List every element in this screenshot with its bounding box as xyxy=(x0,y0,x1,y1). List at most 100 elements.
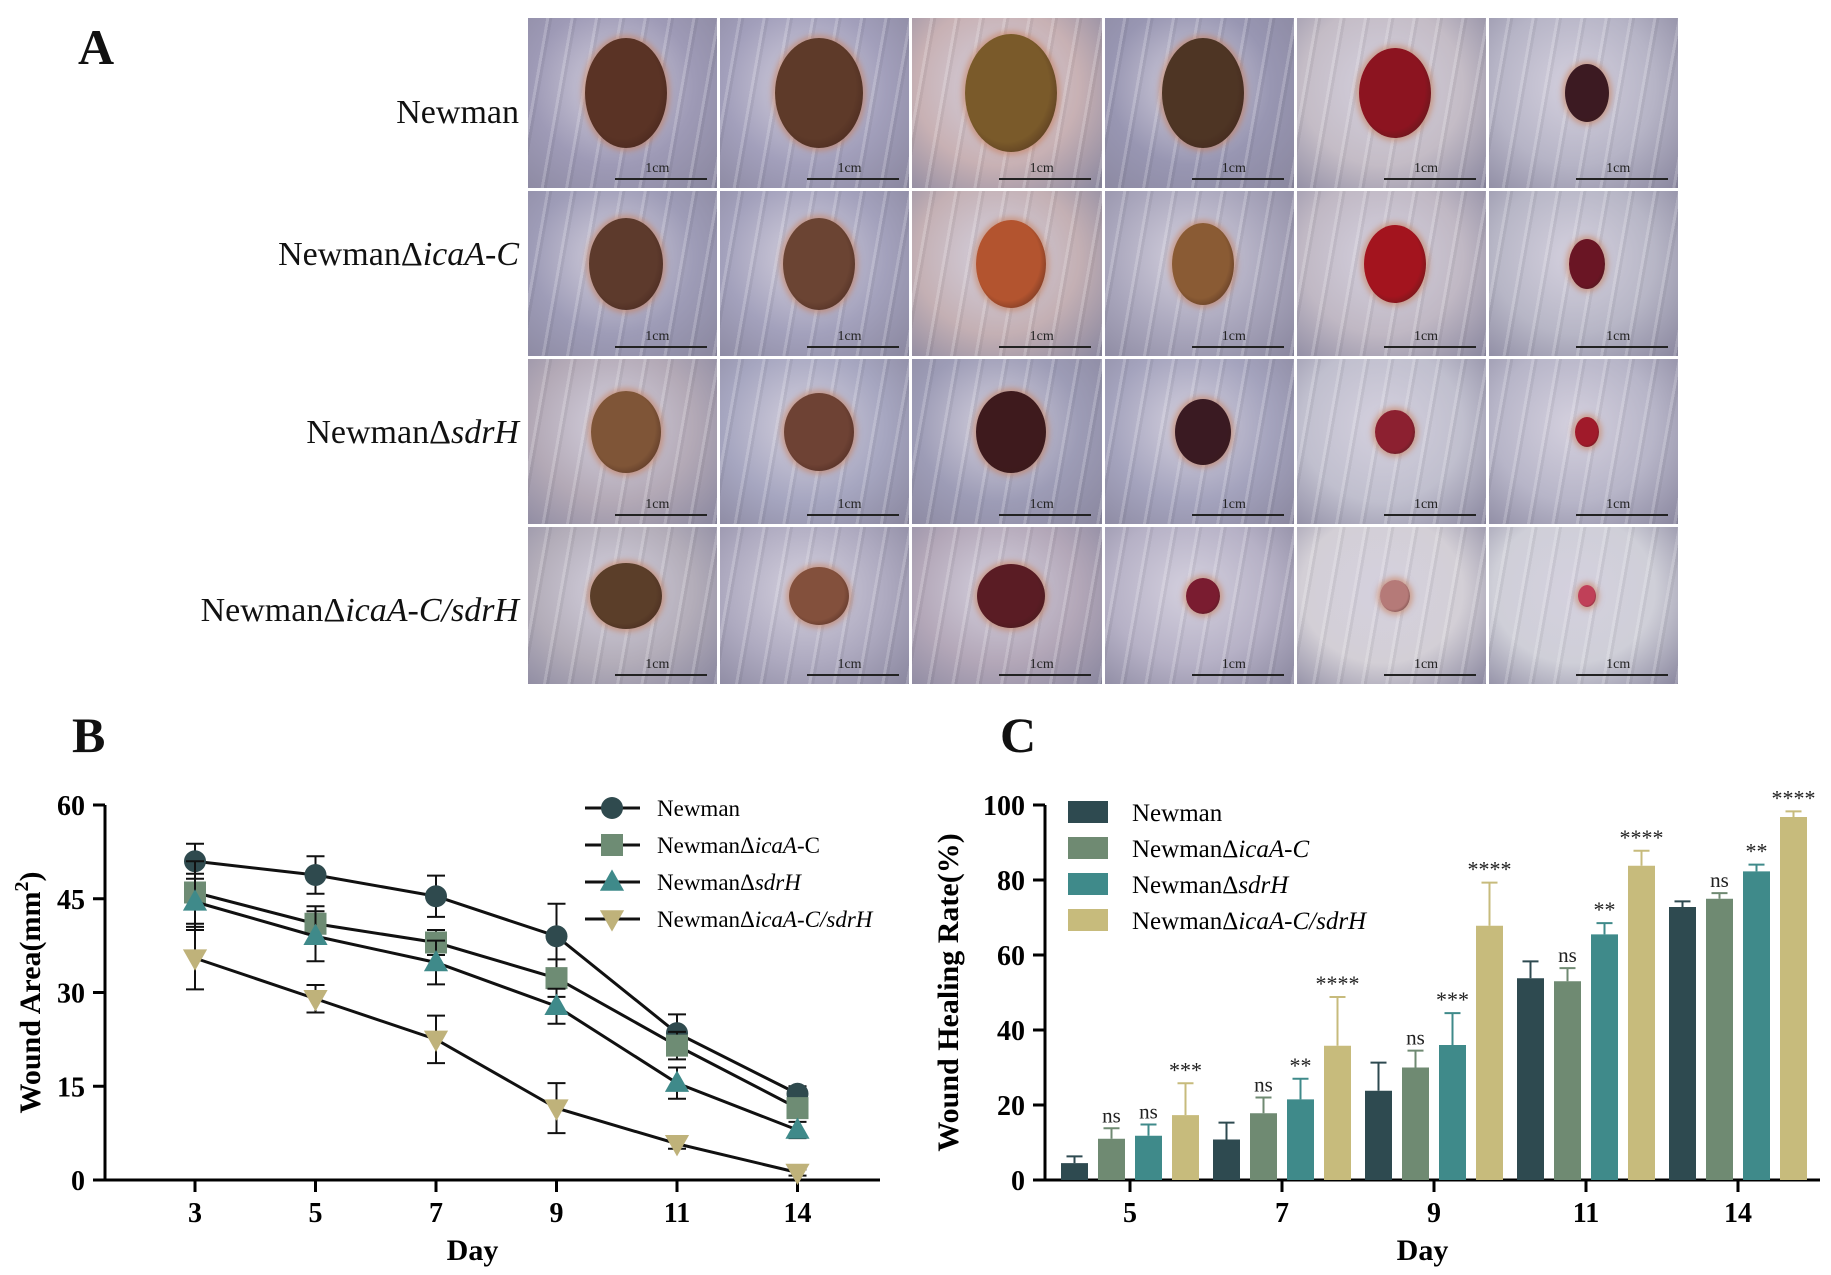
scale-bar-label: 1cm xyxy=(1413,161,1439,176)
significance-label: *** xyxy=(1169,1057,1202,1082)
wound-photo-r3-c1: 1cm xyxy=(528,359,718,524)
bar xyxy=(1439,1045,1466,1180)
data-point xyxy=(182,889,208,911)
wound-lesion xyxy=(1364,224,1427,303)
wound-lesion xyxy=(1565,63,1610,122)
data-point xyxy=(425,885,447,908)
bar xyxy=(1780,817,1807,1180)
y-tick-label: 40 xyxy=(997,1016,1025,1047)
scale-bar xyxy=(1575,514,1668,516)
scale-bar-label: 1cm xyxy=(1221,329,1246,344)
data-point xyxy=(544,1099,569,1121)
legend-label: Newman xyxy=(657,796,741,821)
scale-bar-label: 1cm xyxy=(1221,497,1246,512)
scale-bar xyxy=(1191,346,1284,348)
scale-bar xyxy=(1191,674,1284,676)
significance-label: **** xyxy=(1620,825,1664,850)
wound-photo-r2-c4: 1cm xyxy=(1104,191,1294,356)
wound-lesion xyxy=(1569,238,1606,289)
wound-lesion xyxy=(1174,398,1231,465)
legend-marker xyxy=(599,869,625,891)
y-tick-label: 100 xyxy=(983,791,1025,822)
x-axis-title: Day xyxy=(1397,1234,1449,1267)
wound-lesion xyxy=(585,37,668,148)
scale-bar xyxy=(1383,674,1476,676)
scale-bar-label: 1cm xyxy=(1413,657,1439,672)
y-axis-title: Wound Area(mm2) xyxy=(11,872,47,1114)
data-point xyxy=(664,1134,690,1157)
data-point xyxy=(785,1163,810,1186)
legend-marker xyxy=(599,910,625,932)
x-tick-label: 14 xyxy=(784,1198,812,1229)
scale-bar xyxy=(1191,178,1284,180)
y-tick-label: 60 xyxy=(57,791,85,822)
x-tick-label: 3 xyxy=(188,1198,202,1229)
scale-bar xyxy=(807,674,900,676)
wound-lesion xyxy=(1578,585,1597,608)
wound-lesion xyxy=(1575,416,1600,447)
scale-bar-label: 1cm xyxy=(1029,329,1054,344)
significance-label: ns xyxy=(1254,1073,1273,1097)
x-tick-label: 9 xyxy=(550,1198,564,1229)
bar xyxy=(1669,907,1696,1180)
bar xyxy=(1135,1135,1162,1180)
significance-label: *** xyxy=(1436,987,1469,1012)
wound-photo-r4-c6: 1cm xyxy=(1488,527,1678,684)
legend-label: NewmanΔsdrH xyxy=(1132,872,1290,899)
legend-swatch xyxy=(1068,909,1108,931)
wound-photo-r1-c5: 1cm xyxy=(1296,18,1486,188)
scale-bar xyxy=(807,178,900,180)
wound-photo-grid: 1cm 1cm 1cm 1cm 1cm 1cm 1cm 1cm 1cm 1cm 1cm 1cm 1cm 1… xyxy=(528,18,1678,684)
significance-label: ns xyxy=(1139,1100,1158,1124)
scale-bar-label: 1cm xyxy=(645,657,670,672)
wound-lesion xyxy=(976,564,1045,629)
data-point xyxy=(303,989,328,1012)
wound-area-line-chart: 0 15 30 45 60 3 5 7 9 11 14 Day Wound Area(mm2) Newma… xyxy=(11,791,880,1267)
wound-lesion xyxy=(589,217,664,310)
y-tick-label: 60 xyxy=(997,941,1025,972)
wound-photo-r1-c4: 1cm xyxy=(1104,18,1294,188)
scale-bar-label: 1cm xyxy=(645,497,670,512)
significance-label: ns xyxy=(1102,1103,1121,1127)
legend-label: Newman xyxy=(1132,800,1223,827)
y-axis-title: Wound Healing Rate(%) xyxy=(932,833,965,1151)
significance-label: ** xyxy=(1746,839,1768,864)
scale-bar-label: 1cm xyxy=(837,657,862,672)
wound-photo-r3-c2: 1cm xyxy=(720,359,910,524)
y-tick-label: 45 xyxy=(57,885,85,916)
scale-bar xyxy=(1383,346,1476,348)
wound-lesion xyxy=(1380,580,1411,613)
wound-photo-r4-c4: 1cm xyxy=(1104,527,1294,684)
wound-lesion xyxy=(783,392,854,471)
wound-photo-r4-c2: 1cm xyxy=(720,527,910,684)
row-label-newman-icaA-C: NewmanΔicaA-C xyxy=(278,236,519,273)
wound-lesion xyxy=(975,219,1046,308)
bar xyxy=(1172,1115,1199,1180)
x-tick-label: 7 xyxy=(429,1198,443,1229)
x-tick-label: 5 xyxy=(309,1198,323,1229)
scale-bar xyxy=(1383,514,1476,516)
scale-bar xyxy=(999,514,1092,516)
legend-label: NewmanΔicaA-C xyxy=(657,833,820,858)
scale-bar xyxy=(1575,674,1668,676)
scale-bar-label: 1cm xyxy=(837,329,862,344)
significance-label: **** xyxy=(1468,857,1512,882)
wound-photo-r2-c1: 1cm xyxy=(528,191,718,356)
wound-photo-r1-c2: 1cm xyxy=(720,18,910,188)
wound-photo-r3-c4: 1cm xyxy=(1104,359,1294,524)
scale-bar-label: 1cm xyxy=(1029,161,1054,176)
scale-bar xyxy=(615,178,707,180)
legend-label: NewmanΔsdrH xyxy=(657,870,802,895)
scale-bar xyxy=(615,514,707,516)
scale-bar-label: 1cm xyxy=(837,161,862,176)
wound-lesion xyxy=(1161,37,1244,148)
bar xyxy=(1706,898,1733,1180)
series-4 xyxy=(182,925,810,1186)
data-point xyxy=(786,1097,809,1120)
row-label-newman-icaA-C-sdrH: NewmanΔicaA-C/sdrH xyxy=(200,592,519,629)
scale-bar xyxy=(1191,514,1284,516)
scale-bar-label: 1cm xyxy=(1606,161,1631,176)
wound-lesion xyxy=(1171,222,1234,305)
data-point xyxy=(303,923,328,946)
x-tick-label: 11 xyxy=(664,1198,690,1229)
